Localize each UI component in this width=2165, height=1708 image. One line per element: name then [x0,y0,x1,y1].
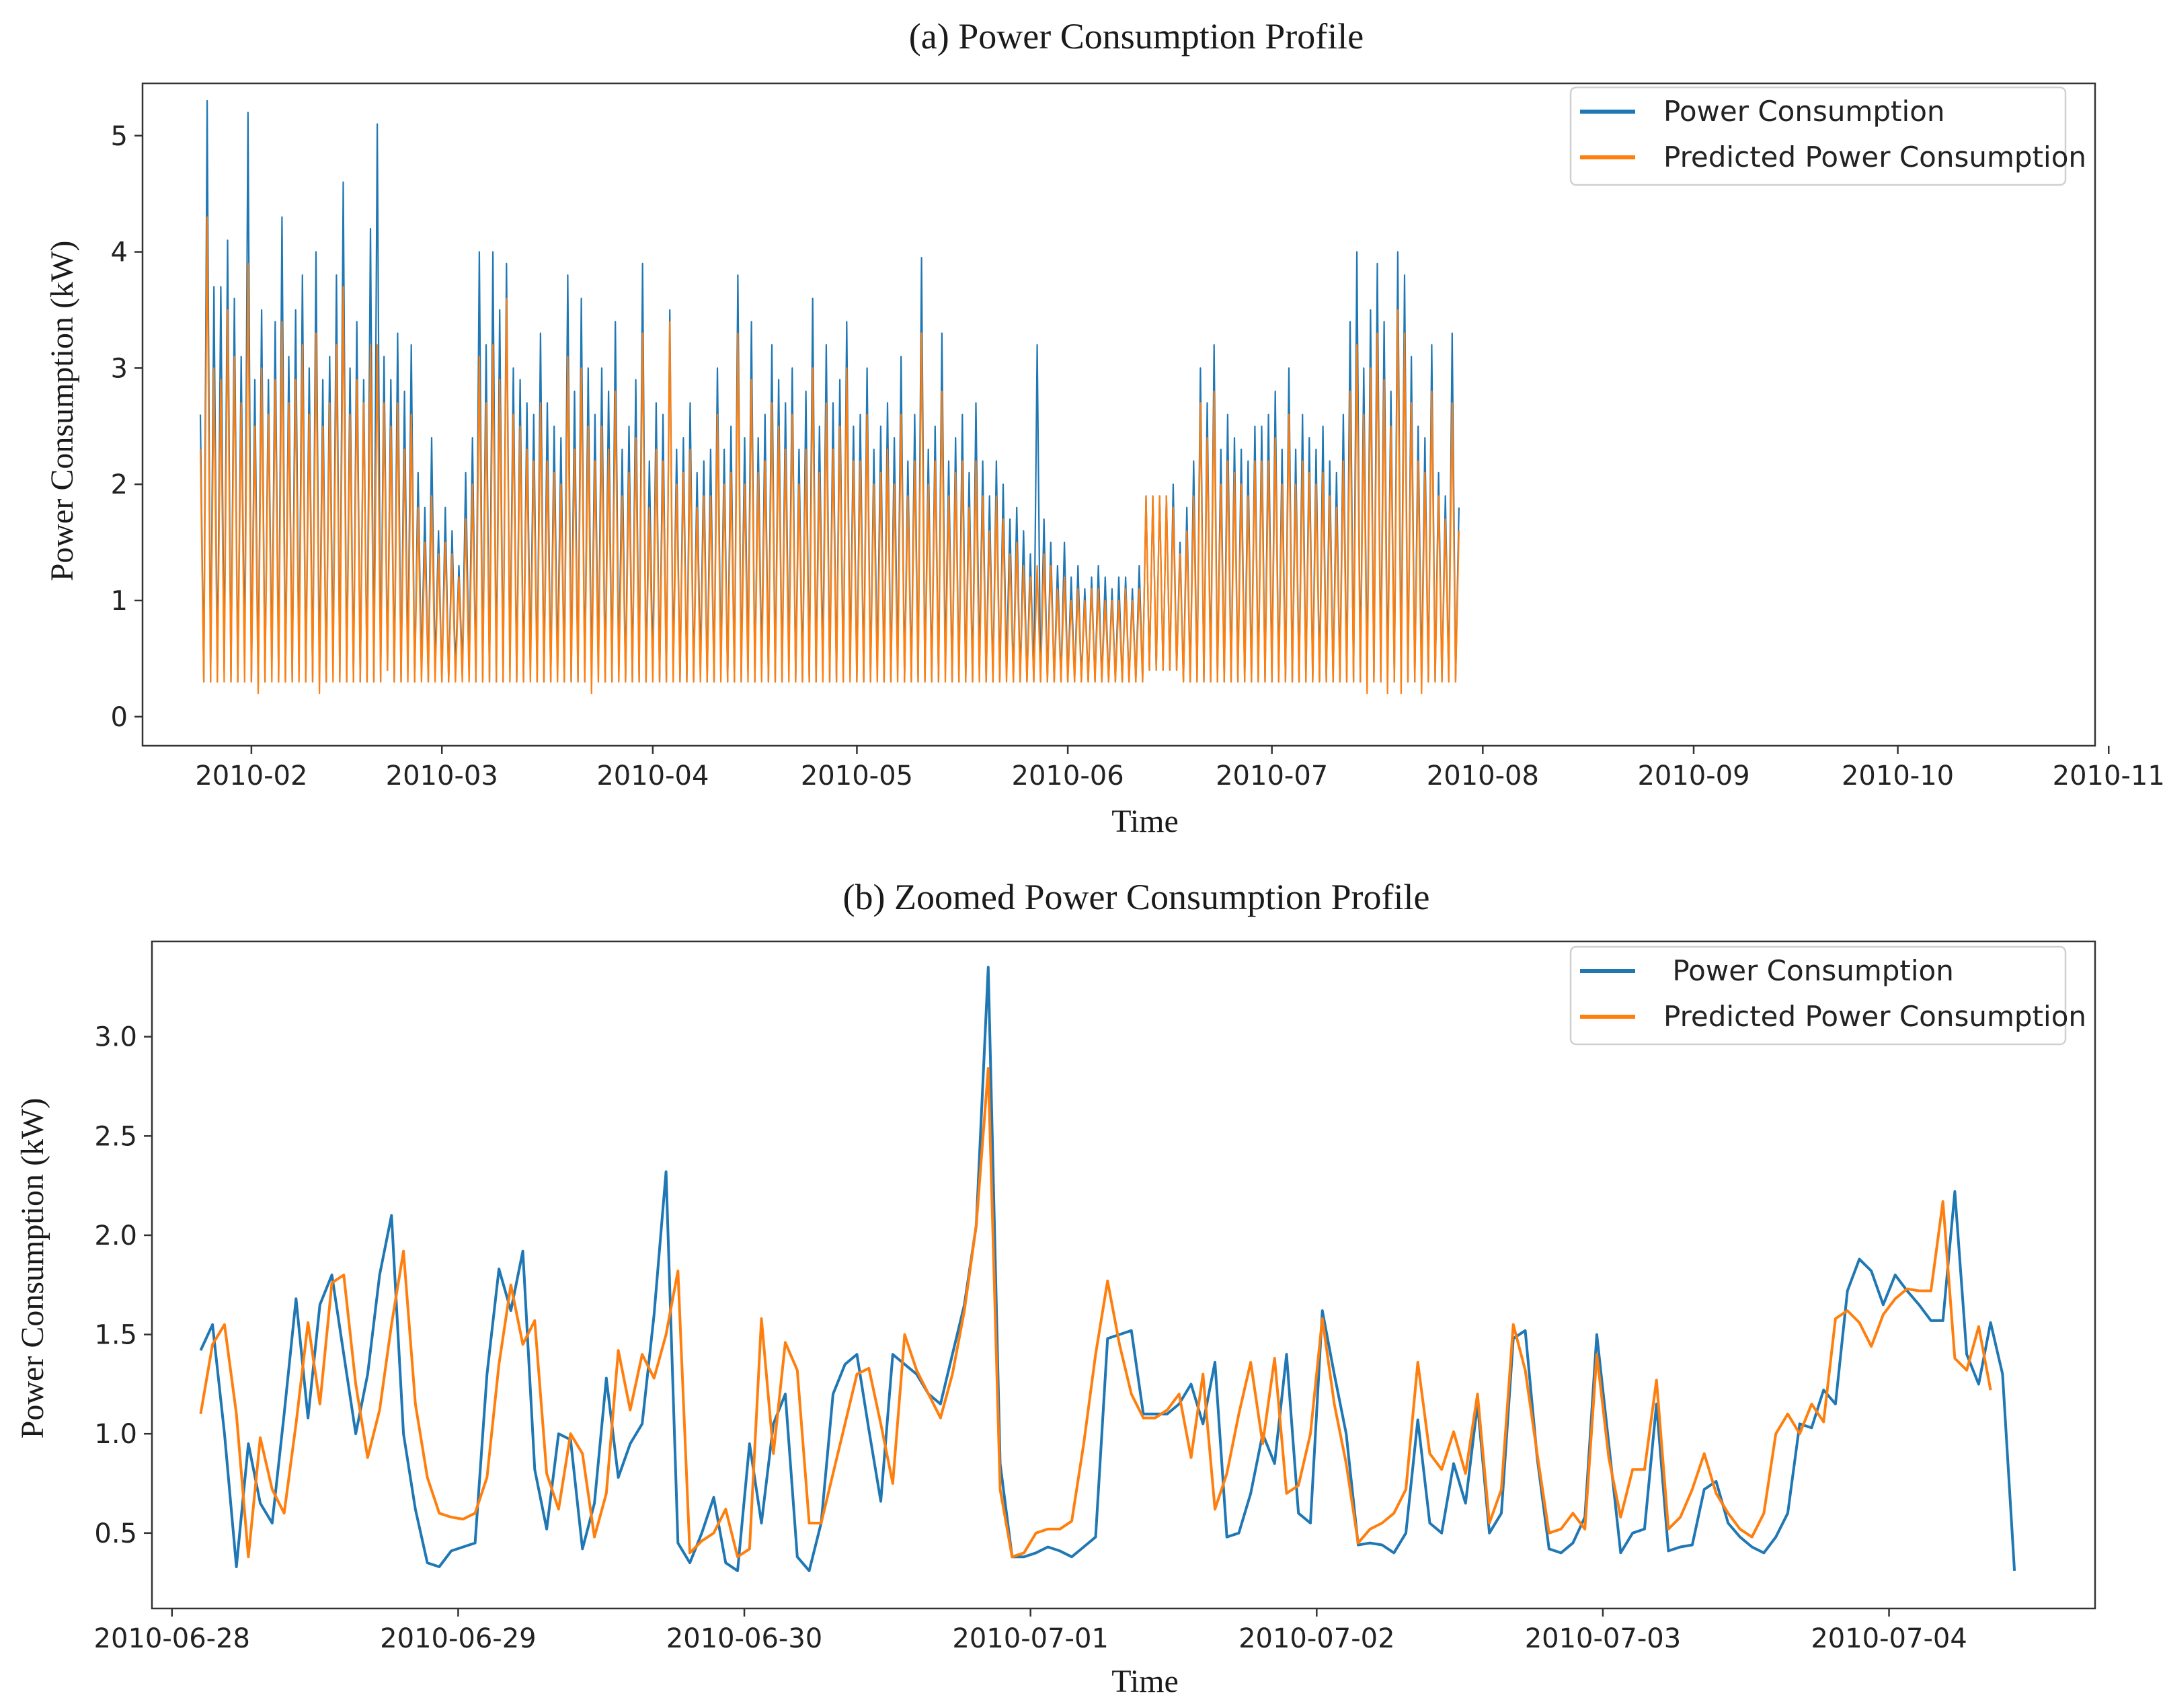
x-tick-label: 2010-02 [195,761,307,791]
y-tick-label: 5 [111,121,128,152]
panel-b-legend-box [1569,945,2067,1046]
panel-b-legend-label-predicted: Predicted Power Consumption [1663,1000,2086,1033]
x-tick-label: 2010-07-03 [1525,1623,1681,1654]
panel-a-frame [141,82,2096,747]
panel-a-ticks: 0 1 2 3 4 5 2010-02 2010-03 2010-04 2010-05 2010-0… [111,121,2165,791]
panel-a-legend-label-predicted: Predicted Power Consumption [1663,141,2086,173]
x-tick-label: 2010-06-28 [94,1623,250,1654]
b-series-predicted-line [199,1067,1992,1559]
panel-a-title: (a) Power Consumption Profile [909,16,1364,56]
x-tick-label: 2010-09 [1637,761,1749,791]
panel-a: (a) Power Consumption Profile Power Cons… [44,16,2165,839]
y-tick-label: 2.0 [94,1220,137,1251]
x-tick-label: 2010-08 [1427,761,1539,791]
x-tick-label: 2010-04 [596,761,709,791]
panel-a-legend: Power Consumption Predicted Power Consum… [1569,86,2086,186]
panel-a-y-axis-label: Power Consumption (kW) [44,241,80,582]
x-tick-label: 2010-07 [1216,761,1328,791]
panel-a-legend-box [1569,86,2067,186]
x-tick-label: 2010-05 [801,761,913,791]
y-tick-label: 2.5 [94,1121,137,1152]
panel-b-plot-area [199,966,2016,1572]
panel-b-y-axis-label: Power Consumption (kW) [15,1098,50,1439]
panel-a-x-axis-label: Time [1111,804,1179,839]
x-tick-label: 2010-07-02 [1238,1623,1394,1654]
panel-b-x-axis-label: Time [1111,1664,1179,1699]
y-tick-label: 1.0 [94,1419,137,1450]
panel-b-ticks: 0.5 1.0 1.5 2.0 2.5 3.0 2010-06-28 2010-06-29 20… [94,1022,1967,1654]
panel-a-legend-label-actual: Power Consumption [1663,95,1945,128]
y-tick-label: 0 [111,702,128,733]
panel-b-title: (b) Zoomed Power Consumption Profile [843,877,1430,917]
y-tick-label: 3.0 [94,1022,137,1053]
panel-b-frame [151,940,2096,1610]
y-tick-label: 3 [111,353,128,384]
panel-b-legend-label-actual: Power Consumption [1663,954,1954,987]
y-tick-label: 2 [111,469,128,500]
a-series-predicted-line [199,216,1460,695]
x-tick-label: 2010-06-30 [666,1623,822,1654]
y-tick-label: 0.5 [94,1518,137,1549]
y-tick-label: 1.5 [94,1320,137,1351]
x-tick-label: 2010-06 [1012,761,1124,791]
x-tick-label: 2010-03 [386,761,498,791]
b-series-actual-line [199,966,2016,1572]
panel-b-legend: Power Consumption Predicted Power Consum… [1569,945,2086,1046]
y-tick-label: 4 [111,237,128,268]
panel-b: (b) Zoomed Power Consumption Profile Pow… [15,877,2096,1699]
x-tick-label: 2010-07-01 [952,1623,1108,1654]
x-tick-label: 2010-11 [2053,761,2165,791]
panel-a-plot-area [199,100,1460,695]
x-tick-label: 2010-10 [1842,761,1954,791]
y-tick-label: 1 [111,586,128,617]
x-tick-label: 2010-07-04 [1811,1623,1967,1654]
x-tick-label: 2010-06-29 [380,1623,536,1654]
